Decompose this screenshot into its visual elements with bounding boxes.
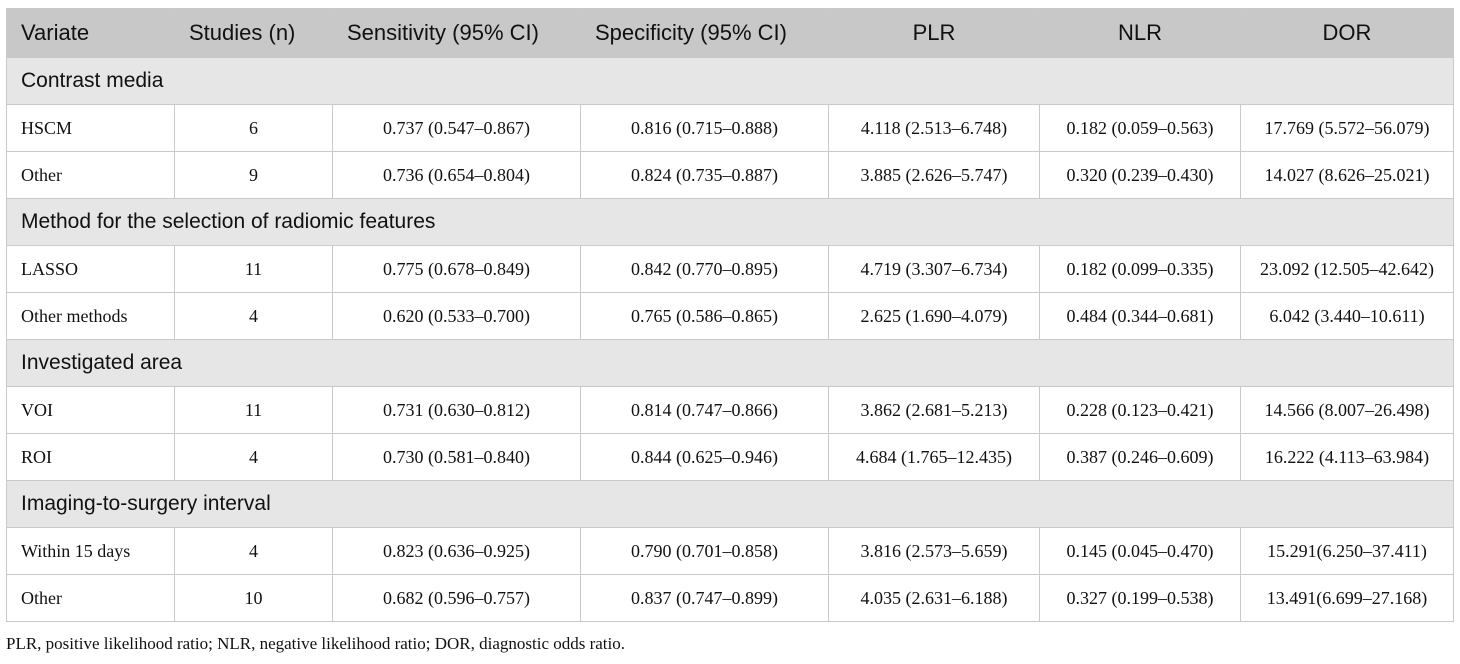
- cell-specificity: 0.816 (0.715–0.888): [580, 104, 829, 152]
- cell-nlr: 0.182 (0.059–0.563): [1039, 104, 1241, 152]
- group-title: Contrast media: [6, 57, 1454, 105]
- table-row: Other methods 4 0.620 (0.533–0.700) 0.76…: [6, 292, 1454, 340]
- cell-variate: Other: [6, 574, 175, 622]
- cell-variate: VOI: [6, 386, 175, 434]
- group-row-imaging-interval: Imaging-to-surgery interval: [6, 480, 1454, 528]
- cell-sensitivity: 0.730 (0.581–0.840): [332, 433, 581, 481]
- cell-dor: 13.491(6.699–27.168): [1240, 574, 1454, 622]
- cell-nlr: 0.327 (0.199–0.538): [1039, 574, 1241, 622]
- cell-specificity: 0.844 (0.625–0.946): [580, 433, 829, 481]
- cell-studies: 4: [174, 527, 333, 575]
- cell-sensitivity: 0.731 (0.630–0.812): [332, 386, 581, 434]
- cell-nlr: 0.182 (0.099–0.335): [1039, 245, 1241, 293]
- cell-studies: 4: [174, 433, 333, 481]
- cell-plr: 2.625 (1.690–4.079): [828, 292, 1040, 340]
- cell-variate: HSCM: [6, 104, 175, 152]
- cell-specificity: 0.814 (0.747–0.866): [580, 386, 829, 434]
- group-row-feature-selection: Method for the selection of radiomic fea…: [6, 198, 1454, 246]
- cell-nlr: 0.387 (0.246–0.609): [1039, 433, 1241, 481]
- cell-specificity: 0.837 (0.747–0.899): [580, 574, 829, 622]
- cell-dor: 6.042 (3.440–10.611): [1240, 292, 1454, 340]
- cell-dor: 16.222 (4.113–63.984): [1240, 433, 1454, 481]
- table-row: Within 15 days 4 0.823 (0.636–0.925) 0.7…: [6, 527, 1454, 575]
- table-row: ROI 4 0.730 (0.581–0.840) 0.844 (0.625–0…: [6, 433, 1454, 481]
- cell-studies: 6: [174, 104, 333, 152]
- cell-variate: Within 15 days: [6, 527, 175, 575]
- group-title: Investigated area: [6, 339, 1454, 387]
- cell-plr: 3.816 (2.573–5.659): [828, 527, 1040, 575]
- header-sensitivity: Sensitivity (95% CI): [332, 8, 581, 58]
- group-row-investigated-area: Investigated area: [6, 339, 1454, 387]
- cell-variate: ROI: [6, 433, 175, 481]
- cell-specificity: 0.790 (0.701–0.858): [580, 527, 829, 575]
- cell-sensitivity: 0.775 (0.678–0.849): [332, 245, 581, 293]
- cell-plr: 4.719 (3.307–6.734): [828, 245, 1040, 293]
- results-table: Variate Studies (n) Sensitivity (95% CI)…: [6, 8, 1454, 622]
- cell-studies: 10: [174, 574, 333, 622]
- cell-sensitivity: 0.823 (0.636–0.925): [332, 527, 581, 575]
- cell-sensitivity: 0.736 (0.654–0.804): [332, 151, 581, 199]
- cell-nlr: 0.484 (0.344–0.681): [1039, 292, 1241, 340]
- header-dor: DOR: [1240, 8, 1454, 58]
- cell-specificity: 0.842 (0.770–0.895): [580, 245, 829, 293]
- cell-plr: 4.035 (2.631–6.188): [828, 574, 1040, 622]
- cell-plr: 3.862 (2.681–5.213): [828, 386, 1040, 434]
- cell-nlr: 0.145 (0.045–0.470): [1039, 527, 1241, 575]
- group-title: Imaging-to-surgery interval: [6, 480, 1454, 528]
- cell-dor: 14.566 (8.007–26.498): [1240, 386, 1454, 434]
- cell-variate: LASSO: [6, 245, 175, 293]
- group-title: Method for the selection of radiomic fea…: [6, 198, 1454, 246]
- cell-specificity: 0.765 (0.586–0.865): [580, 292, 829, 340]
- cell-plr: 3.885 (2.626–5.747): [828, 151, 1040, 199]
- cell-studies: 4: [174, 292, 333, 340]
- cell-dor: 14.027 (8.626–25.021): [1240, 151, 1454, 199]
- table-row: HSCM 6 0.737 (0.547–0.867) 0.816 (0.715–…: [6, 104, 1454, 152]
- cell-sensitivity: 0.737 (0.547–0.867): [332, 104, 581, 152]
- cell-sensitivity: 0.620 (0.533–0.700): [332, 292, 581, 340]
- cell-specificity: 0.824 (0.735–0.887): [580, 151, 829, 199]
- cell-studies: 11: [174, 386, 333, 434]
- cell-dor: 15.291(6.250–37.411): [1240, 527, 1454, 575]
- cell-plr: 4.118 (2.513–6.748): [828, 104, 1040, 152]
- header-variate: Variate: [6, 8, 175, 58]
- table-row: VOI 11 0.731 (0.630–0.812) 0.814 (0.747–…: [6, 386, 1454, 434]
- table-row: Other 10 0.682 (0.596–0.757) 0.837 (0.74…: [6, 574, 1454, 622]
- table-row: LASSO 11 0.775 (0.678–0.849) 0.842 (0.77…: [6, 245, 1454, 293]
- cell-sensitivity: 0.682 (0.596–0.757): [332, 574, 581, 622]
- cell-variate: Other: [6, 151, 175, 199]
- cell-dor: 17.769 (5.572–56.079): [1240, 104, 1454, 152]
- header-row: Variate Studies (n) Sensitivity (95% CI)…: [6, 8, 1454, 58]
- cell-plr: 4.684 (1.765–12.435): [828, 433, 1040, 481]
- table-footnote: PLR, positive likelihood ratio; NLR, neg…: [6, 634, 626, 653]
- cell-studies: 9: [174, 151, 333, 199]
- header-specificity: Specificity (95% CI): [580, 8, 829, 58]
- header-plr: PLR: [828, 8, 1040, 58]
- cell-nlr: 0.228 (0.123–0.421): [1039, 386, 1241, 434]
- cell-dor: 23.092 (12.505–42.642): [1240, 245, 1454, 293]
- group-row-contrast-media: Contrast media: [6, 57, 1454, 105]
- cell-nlr: 0.320 (0.239–0.430): [1039, 151, 1241, 199]
- header-nlr: NLR: [1039, 8, 1241, 58]
- cell-variate: Other methods: [6, 292, 175, 340]
- header-studies: Studies (n): [174, 8, 333, 58]
- cell-studies: 11: [174, 245, 333, 293]
- table-row: Other 9 0.736 (0.654–0.804) 0.824 (0.735…: [6, 151, 1454, 199]
